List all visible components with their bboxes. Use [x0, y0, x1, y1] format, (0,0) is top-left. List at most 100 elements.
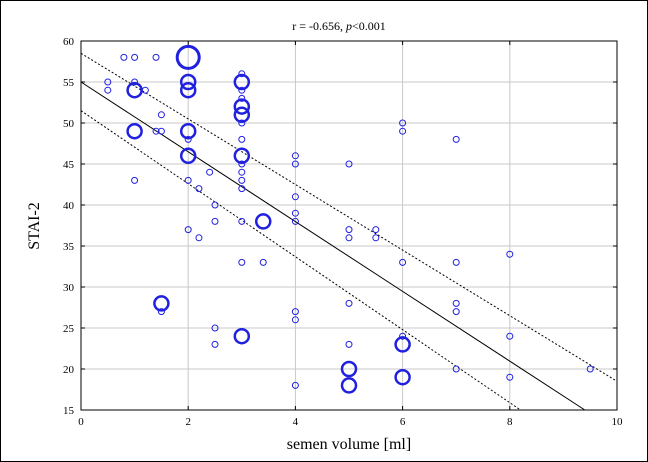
data-point — [238, 94, 246, 102]
data-point — [175, 44, 201, 70]
data-point — [211, 324, 219, 332]
y-axis-label: STAI-2 — [26, 202, 43, 250]
data-point — [131, 78, 139, 86]
data-point — [195, 234, 203, 242]
data-point — [394, 336, 411, 353]
grid — [80, 40, 618, 411]
data-point — [345, 226, 353, 234]
data-point — [399, 332, 407, 340]
data-point — [126, 122, 143, 140]
y-tick-label: 15 — [63, 405, 75, 417]
y-tick-label: 50 — [63, 118, 75, 130]
data-point — [506, 373, 514, 381]
y-tick-label: 55 — [63, 77, 75, 89]
y-axis-ticks: 15 20 25 30 35 40 45 50 55 60 — [63, 36, 617, 417]
data-point — [233, 327, 251, 345]
data-point — [184, 176, 192, 184]
data-point — [238, 119, 246, 127]
x-tick-label: 10 — [612, 416, 624, 428]
data-point — [233, 106, 251, 124]
data-point — [120, 53, 128, 61]
x-tick-label: 8 — [507, 416, 513, 428]
data-points — [104, 44, 594, 394]
data-point — [399, 127, 407, 135]
data-point — [157, 127, 165, 135]
x-tick-label: 4 — [293, 416, 299, 428]
x-tick-label: 0 — [78, 416, 84, 428]
y-tick-label: 25 — [63, 323, 75, 335]
title-pre: r = -0.656, — [292, 19, 346, 33]
data-point — [179, 73, 197, 91]
data-point — [238, 176, 246, 184]
x-axis-label: semen volume [ml] — [287, 436, 411, 453]
x-tick-label: 6 — [400, 416, 406, 428]
data-point — [452, 135, 460, 143]
y-tick-label: 45 — [63, 159, 75, 171]
data-point — [340, 377, 358, 394]
chart-title: r = -0.656, p<0.001 — [292, 19, 386, 33]
title-post: <0.001 — [352, 19, 386, 33]
data-point — [254, 213, 272, 230]
title-italic: p — [345, 19, 352, 33]
data-point — [238, 258, 246, 266]
data-point — [157, 308, 165, 316]
data-point — [238, 217, 246, 225]
data-point — [184, 226, 192, 234]
data-point — [372, 226, 380, 234]
y-tick-label: 60 — [63, 36, 75, 48]
data-point — [238, 86, 246, 94]
data-point — [206, 168, 214, 176]
data-point — [452, 258, 460, 266]
data-point — [157, 111, 165, 119]
data-point — [195, 185, 203, 193]
data-point — [131, 53, 139, 61]
data-point — [153, 295, 170, 312]
data-point — [345, 299, 353, 307]
data-point — [238, 70, 246, 78]
data-point — [131, 176, 139, 184]
data-point — [340, 360, 358, 378]
data-point — [238, 160, 246, 168]
x-axis-ticks: 0 2 4 6 8 10 — [78, 41, 623, 428]
y-tick-label: 20 — [63, 364, 75, 376]
data-point — [238, 135, 246, 143]
data-point — [259, 258, 267, 266]
data-point — [291, 209, 299, 217]
data-point — [211, 201, 219, 209]
data-point — [211, 217, 219, 225]
y-tick-label: 35 — [63, 241, 75, 253]
data-point — [372, 234, 380, 242]
data-point — [345, 340, 353, 348]
y-tick-label: 30 — [63, 282, 75, 294]
data-point — [126, 81, 143, 99]
data-point — [394, 368, 411, 386]
data-point — [291, 217, 299, 225]
data-point — [104, 78, 112, 86]
data-point — [179, 81, 197, 99]
data-point — [452, 365, 460, 373]
confidence-band-upper — [80, 52, 618, 382]
data-point — [399, 119, 407, 127]
data-point — [506, 332, 514, 340]
data-point — [452, 299, 460, 307]
data-point — [399, 258, 407, 266]
data-point — [233, 147, 251, 165]
data-point — [152, 53, 160, 61]
regression-line — [80, 81, 586, 411]
data-point — [291, 316, 299, 324]
data-point — [506, 250, 514, 258]
data-point — [211, 340, 219, 348]
data-point — [586, 365, 594, 373]
confidence-band-lower — [80, 110, 521, 411]
data-point — [179, 122, 197, 140]
data-point — [238, 168, 246, 176]
regression-lines — [80, 52, 618, 411]
data-point — [291, 193, 299, 201]
data-point — [141, 86, 149, 94]
plot-area — [80, 40, 618, 411]
data-point — [291, 160, 299, 168]
data-point — [184, 135, 192, 143]
data-point — [345, 234, 353, 242]
